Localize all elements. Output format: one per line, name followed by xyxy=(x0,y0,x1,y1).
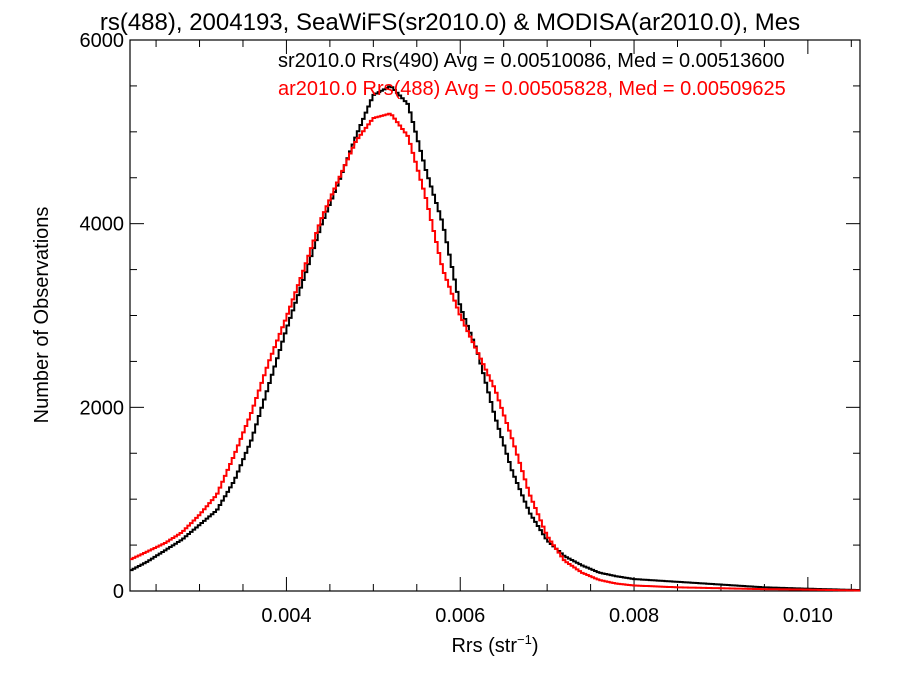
x-tick-label: 0.004 xyxy=(261,605,311,627)
series-line-sr2010 xyxy=(130,85,860,592)
x-tick-label: 0.006 xyxy=(435,605,485,627)
y-tick-label: 4000 xyxy=(80,214,125,236)
y-axis-label: Number of Observations xyxy=(31,207,53,424)
plot-frame xyxy=(129,39,861,592)
x-axis-label-main: Rrs (str xyxy=(451,635,517,657)
x-axis-label: Rrs (str−1) xyxy=(451,632,538,657)
x-tick-labels: 0.004 0.006 0.008 0.010 xyxy=(261,605,832,627)
series-line-ar2010 xyxy=(130,112,860,592)
y-tick-label: 2000 xyxy=(80,397,125,419)
x-axis-label-superscript: −1 xyxy=(517,632,532,647)
y-tick-label: 0 xyxy=(113,581,124,603)
y-tick-labels: 0 2000 4000 6000 xyxy=(80,30,125,603)
x-tick-label: 0.008 xyxy=(609,605,659,627)
chart-title: rs(488), 2004193, SeaWiFS(sr2010.0) & MO… xyxy=(100,9,800,36)
y-tick-label: 6000 xyxy=(80,30,125,52)
legend-entry-sr2010: sr2010.0 Rrs(490) Avg = 0.00510086, Med … xyxy=(278,50,785,72)
axis-ticks xyxy=(130,39,860,592)
legend-entry-ar2010: ar2010.0 Rrs(488) Avg = 0.00505828, Med … xyxy=(278,78,786,100)
series-lines xyxy=(130,85,860,592)
x-tick-label: 0.010 xyxy=(783,605,833,627)
x-axis-label-close: ) xyxy=(532,635,539,657)
